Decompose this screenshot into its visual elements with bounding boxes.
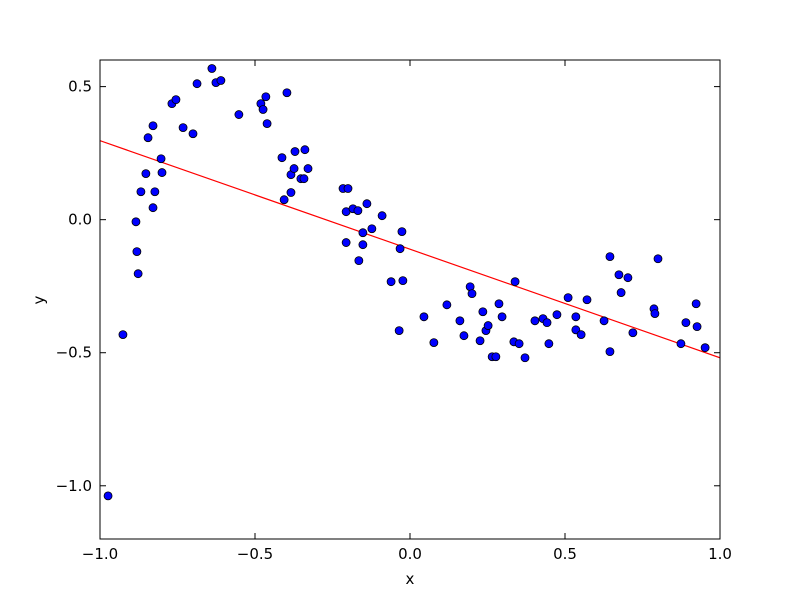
data-point [605,252,615,262]
data-point [544,339,554,349]
data-point [616,288,626,297]
data-point [343,184,353,193]
data-point [234,110,244,119]
data-point [143,133,153,143]
data-point [258,105,268,114]
data-point [188,129,198,139]
data-point [358,228,368,238]
x-tick-label: 0.5 [553,545,577,563]
data-point [216,76,226,85]
data-point [623,273,633,283]
y-tick-label: −0.5 [56,344,92,362]
data-point [358,240,368,250]
data-point [700,343,710,353]
data-point [262,119,272,129]
data-point [681,318,691,328]
x-tick-label: 1.0 [708,545,732,563]
data-point [552,310,562,320]
data-point [353,206,363,216]
data-point [289,164,299,173]
data-point [394,326,404,336]
data-point [131,217,141,227]
data-point [156,154,166,164]
data-point [299,174,309,184]
data-point [497,312,507,322]
data-point [377,211,387,221]
data-point [691,299,701,309]
data-point [300,145,310,155]
data-point [148,121,158,131]
data-point [459,331,469,341]
data-point [303,164,313,173]
y-axis-label: y [30,295,48,304]
y-tick-label: −1.0 [56,477,92,495]
data-point [514,339,524,349]
data-point [150,187,160,197]
fit-line [100,140,720,359]
data-point [571,312,581,322]
data-point [520,353,530,363]
data-point [118,330,128,340]
data-point [692,322,702,332]
x-tick-label: −1.0 [82,545,118,563]
data-point [650,309,660,319]
data-point [362,199,372,209]
data-point [530,316,540,326]
data-point [483,321,493,330]
plot-frame [99,59,721,540]
data-point [419,312,429,322]
data-point [491,352,501,362]
data-point [582,295,592,305]
data-point [563,293,573,303]
y-tick-label: 0.5 [68,78,92,96]
x-tick-label: 0.0 [398,545,422,563]
data-point [653,254,663,264]
data-point [354,256,364,266]
data-point [282,88,292,98]
data-point [148,203,158,213]
data-point [478,307,488,317]
data-point [290,147,300,156]
data-point [676,339,686,349]
data-point [395,244,405,254]
data-point [132,247,142,257]
data-point [455,316,465,326]
data-point [442,300,452,310]
data-point [207,64,217,73]
data-point [261,92,271,102]
data-point [599,316,609,326]
data-point [494,299,504,309]
data-point [475,336,485,346]
data-point [178,123,188,132]
data-point [628,328,638,338]
data-point [277,153,287,163]
data-point [605,347,615,357]
data-point [386,277,396,287]
data-point [286,188,296,197]
data-point [279,195,289,205]
x-tick-label: −0.5 [237,545,273,563]
data-point [133,269,143,279]
data-point [103,491,113,501]
data-point [397,227,407,237]
data-point [614,270,624,280]
data-point [136,187,146,197]
x-axis-label: x [406,570,415,588]
data-point [157,168,167,177]
data-point [510,277,520,287]
data-point [576,330,586,340]
data-point [542,318,552,328]
data-point [192,79,202,89]
data-point [171,95,181,105]
data-point [467,289,477,299]
y-tick-label: 0.0 [68,211,92,229]
data-point [341,238,351,247]
data-point [141,169,151,179]
data-point [398,276,408,286]
data-point [429,338,439,348]
data-point [367,224,377,234]
